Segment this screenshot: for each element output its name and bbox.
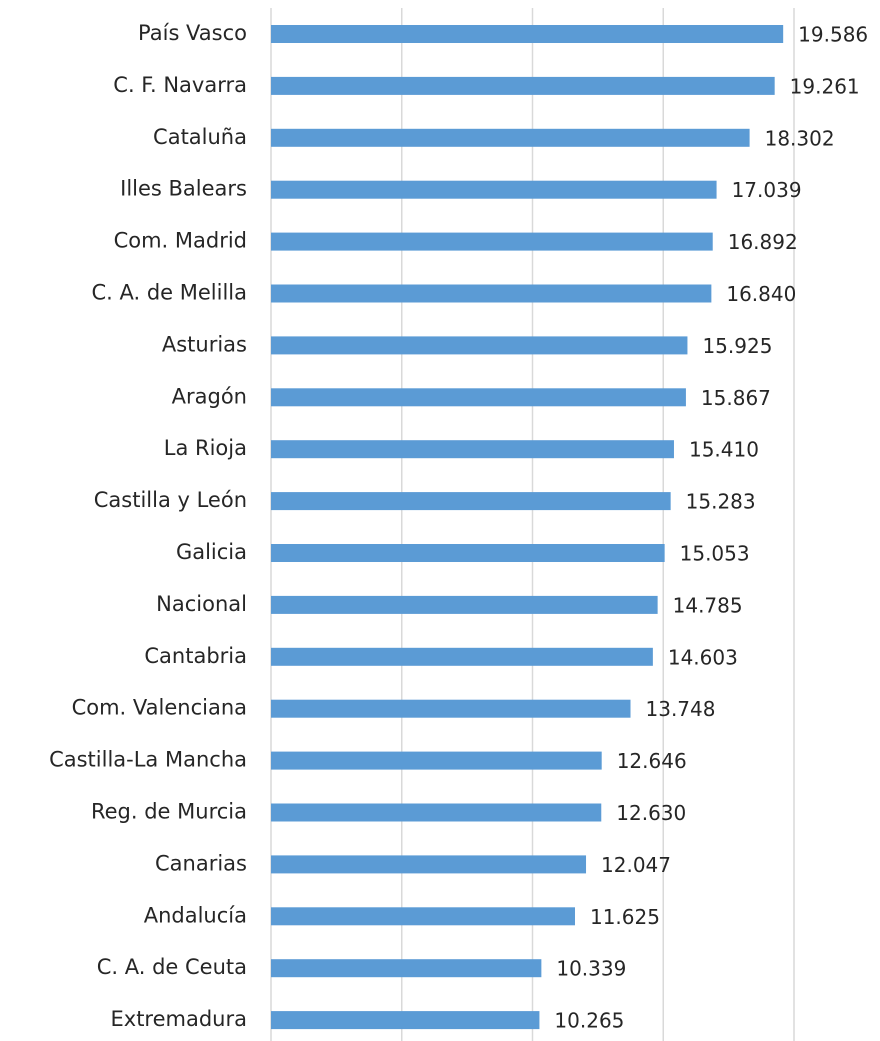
value-label: 11.625 <box>590 905 660 929</box>
bar <box>271 284 712 303</box>
bar <box>271 440 674 459</box>
bar <box>271 336 688 355</box>
value-label: 15.410 <box>689 438 759 462</box>
value-label: 12.646 <box>617 749 687 773</box>
value-label: 16.892 <box>728 230 798 254</box>
bar <box>271 751 602 770</box>
bar <box>271 544 665 562</box>
bar <box>271 803 602 822</box>
category-label: Asturias <box>162 332 247 356</box>
category-label: C. A. de Ceuta <box>97 955 247 979</box>
category-label: Andalucía <box>144 903 247 927</box>
value-label: 19.261 <box>790 74 860 98</box>
value-label: 10.339 <box>556 957 626 981</box>
bar <box>271 699 631 718</box>
category-label: Aragón <box>172 384 247 408</box>
category-label: Com. Madrid <box>114 229 247 253</box>
value-label: 10.265 <box>554 1009 624 1033</box>
value-label: 15.283 <box>686 490 756 514</box>
bar <box>271 128 750 147</box>
value-label: 14.603 <box>668 645 738 669</box>
bar <box>271 595 658 614</box>
bar <box>271 25 784 43</box>
value-label: 14.785 <box>673 593 743 617</box>
bar <box>271 855 587 874</box>
bar <box>271 492 671 511</box>
bar <box>271 647 653 666</box>
value-label: 15.867 <box>701 386 771 410</box>
category-label: Illes Balears <box>120 177 247 201</box>
category-label: Canarias <box>155 851 247 875</box>
value-label: 15.925 <box>702 334 772 358</box>
bar <box>271 907 575 926</box>
bar <box>271 388 686 407</box>
value-label: 13.748 <box>646 697 716 721</box>
bar <box>271 1011 540 1030</box>
value-label: 12.630 <box>616 801 686 825</box>
category-label: Extremadura <box>111 1007 248 1031</box>
value-label: 19.586 <box>798 23 868 47</box>
category-label: C. F. Navarra <box>113 73 247 97</box>
value-label: 15.053 <box>680 542 750 566</box>
value-label: 16.840 <box>726 282 796 306</box>
category-label: Reg. de Murcia <box>91 800 247 824</box>
value-label: 12.047 <box>601 853 671 877</box>
value-label: 18.302 <box>765 126 835 150</box>
category-label: Cantabria <box>144 644 247 668</box>
category-label: C. A. de Melilla <box>91 281 247 305</box>
bar <box>271 76 775 95</box>
category-label: La Rioja <box>164 436 247 460</box>
bar <box>271 232 713 251</box>
bar <box>271 959 542 978</box>
category-label: Cataluña <box>153 125 247 149</box>
category-label: Castilla y León <box>94 488 247 512</box>
category-label: Nacional <box>156 592 247 616</box>
value-label: 17.039 <box>732 178 802 202</box>
bar <box>271 180 717 199</box>
category-label: País Vasco <box>138 21 247 45</box>
category-label: Com. Valenciana <box>72 696 247 720</box>
category-label: Castilla-La Mancha <box>49 748 247 772</box>
category-label: Galicia <box>176 540 247 564</box>
